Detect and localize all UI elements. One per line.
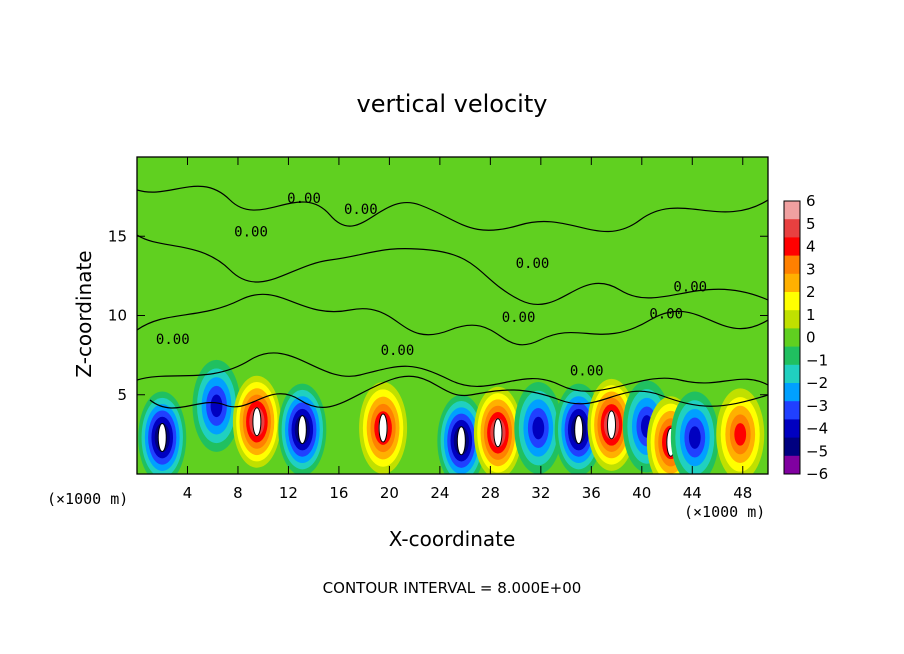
colorbar-swatch [784,237,800,257]
velocity-cell [192,359,241,452]
zero-contours [137,185,768,409]
velocity-cell [437,394,486,474]
colorbar: 6 5 4 3 2 1 0 −1 −2 −3 −4 −5 −6 [783,192,828,483]
colorbar-tick-label: −3 [806,397,828,415]
contour-label: 0.00 [156,332,190,348]
y-tick-label: 15 [108,227,127,245]
x-tick-label: 44 [683,484,702,502]
colorbar-tick-label: −5 [806,442,828,460]
x-axis-ticks: 4 8 12 16 20 24 28 32 36 40 44 48 [183,157,752,502]
colorbar-tick-label: −6 [806,465,828,483]
colorbar-tick-label: 6 [806,192,816,210]
x-tick-label: 48 [733,484,752,502]
chart-title: vertical velocity [357,90,548,118]
colorbar-swatch [784,455,800,475]
colorbar-swatch [784,419,800,439]
colorbar-tick-label: 3 [806,260,816,278]
y-axis-label: Z-coordinate [72,250,96,377]
y-tick-label: 10 [108,307,127,325]
colorbar-tick-label: 1 [806,306,816,324]
contour-label: 0.00 [673,280,707,296]
contour-label: 0.00 [381,343,415,359]
x-tick-label: 28 [481,484,500,502]
colorbar-swatch [784,383,800,402]
x-tick-label: 16 [329,484,348,502]
velocity-cell [514,382,563,474]
contour-interval-note: CONTOUR INTERVAL = 8.000E+00 [323,579,582,597]
contour-label: 0.00 [649,307,683,323]
x-tick-label: 36 [582,484,601,502]
x-tick-label: 40 [632,484,651,502]
colorbar-tick-label: 4 [806,238,816,256]
colorbar-swatch [784,346,800,366]
colorbar-swatch [784,292,800,311]
contour-labels: 0.00 0.00 0.00 0.00 0.00 0.00 0.00 0.00 0.00 0.00 [156,191,707,380]
colorbar-tick-label: 2 [806,283,816,301]
contour-label: 0.00 [287,191,321,207]
colorbar-swatch [784,437,800,457]
x-tick-label: 4 [183,484,193,502]
x-unit-right: (×1000 m) [684,503,765,521]
velocity-cell [278,383,327,474]
colorbar-tick-label: 5 [806,215,816,233]
x-tick-label: 8 [233,484,243,502]
contour-label: 0.00 [570,364,604,380]
y-tick-label: 5 [117,386,127,404]
x-tick-label: 24 [430,484,449,502]
velocity-cell [138,391,187,474]
x-axis-label: X-coordinate [389,527,516,551]
colorbar-swatch [784,255,800,275]
y-axis-ticks: 5 10 15 [108,227,768,404]
colorbar-swatch [784,328,800,348]
colorbar-swatch [784,201,800,220]
colorbar-swatch [784,364,800,384]
colorbar-swatch [784,273,800,293]
contour-label: 0.00 [516,256,550,272]
velocity-cell [232,375,281,468]
velocity-field [138,359,765,474]
colorbar-frame [783,200,801,475]
x-tick-label: 32 [531,484,550,502]
x-tick-label: 12 [279,484,298,502]
velocity-cell [716,388,765,474]
colorbar-tick-label: −1 [806,351,828,369]
x-tick-label: 20 [380,484,399,502]
velocity-cell [587,378,636,471]
colorbar-swatch [784,401,800,420]
contour-label: 0.00 [234,224,268,240]
contour-label: 0.00 [502,310,536,326]
colorbar-tick-label: 0 [806,329,816,347]
x-unit-left: (×1000 m) [47,490,128,508]
colorbar-swatch [784,310,800,329]
colorbar-tick-label: −2 [806,374,828,392]
velocity-cell [670,391,719,474]
colorbar-tick-label: −4 [806,420,828,438]
velocity-cell [473,386,522,474]
contour-label: 0.00 [344,202,378,218]
velocity-cell [359,382,408,474]
colorbar-swatch [784,219,800,238]
